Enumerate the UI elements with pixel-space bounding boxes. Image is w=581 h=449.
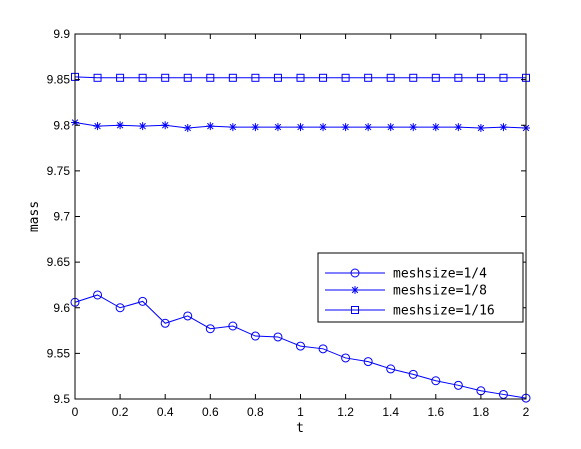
x-tick-label: 1.4	[382, 405, 399, 419]
data-point-star	[431, 123, 440, 132]
data-point-square	[341, 73, 350, 82]
legend-items: meshsize=1/4 meshsize=1/8 meshsize=1/16	[325, 267, 495, 319]
data-point-square	[319, 73, 328, 82]
data-point-circle	[93, 290, 103, 300]
y-tick-label: 9.65	[47, 255, 71, 269]
data-point-square	[296, 73, 305, 82]
data-point-square	[409, 73, 418, 82]
data-point-star	[409, 123, 418, 132]
y-axis-title: mass	[27, 201, 42, 232]
data-point-circle	[183, 311, 193, 321]
data-point-circle	[296, 341, 305, 351]
data-point-star	[499, 123, 508, 132]
data-point-square	[499, 73, 508, 82]
data-point-circle	[498, 389, 508, 399]
data-point-star	[161, 121, 170, 130]
data-point-circle	[408, 369, 418, 379]
x-tick-label: 1.2	[337, 405, 354, 419]
data-point-circle	[386, 364, 396, 374]
y-tick-label: 9.6	[53, 301, 70, 315]
legend-label: meshsize=1/4	[393, 267, 487, 282]
legend-entry: meshsize=1/8	[325, 284, 487, 299]
data-point-star	[183, 123, 192, 132]
x-tick-label: 2	[523, 405, 530, 419]
series-line-square	[74, 76, 526, 79]
legend-marker-square	[351, 306, 359, 314]
y-tick-label: 9.7	[53, 210, 70, 224]
x-tick-label: 1	[297, 405, 304, 419]
data-point-circle	[250, 331, 260, 341]
x-tick-label: 0.4	[157, 405, 174, 419]
data-point-square	[251, 73, 260, 82]
data-point-star	[476, 123, 485, 132]
labels-layer: 0 0.2 0.4 0.6 0.8 1 1.2 1.4 1.6 1.8 2 9.5 9.55 9.6 9.6…	[47, 27, 530, 419]
data-point-circle	[273, 332, 283, 342]
data-point-star	[319, 123, 328, 132]
data-point-circle	[228, 321, 238, 331]
series-square	[71, 72, 530, 82]
data-point-circle	[453, 380, 463, 390]
series-line-circle	[74, 294, 527, 399]
legend-entry: meshsize=1/16	[325, 304, 495, 319]
data-point-circle	[205, 324, 215, 334]
data-point-square	[183, 73, 192, 82]
data-point-star	[93, 122, 102, 131]
x-tick-label: 0.6	[202, 405, 219, 419]
data-point-circle	[115, 303, 125, 313]
legend-marker-circle	[350, 268, 360, 278]
y-tick-label: 9.8	[53, 118, 70, 132]
data-point-circle	[318, 344, 328, 354]
data-point-square	[476, 73, 485, 82]
legend-label: meshsize=1/8	[393, 284, 487, 299]
data-point-square	[431, 73, 440, 82]
data-point-circle	[138, 296, 148, 306]
plot-area	[75, 34, 526, 399]
y-tick-label: 9.5	[53, 392, 70, 406]
x-tick-label: 1.6	[427, 405, 444, 419]
data-point-square	[386, 73, 395, 82]
x-tick-label: 0.8	[247, 405, 264, 419]
y-tick-label: 9.85	[47, 73, 71, 87]
data-point-star	[228, 123, 237, 132]
data-point-star	[138, 122, 147, 131]
data-point-circle	[341, 353, 351, 363]
data-point-square	[454, 73, 463, 82]
data-point-star	[251, 123, 260, 132]
data-point-square	[116, 73, 125, 82]
y-tick-label: 9.55	[47, 346, 71, 360]
x-axis-title: t	[296, 421, 304, 436]
legend: meshsize=1/4 meshsize=1/8 meshsize=1/16	[317, 252, 524, 323]
data-point-star	[206, 122, 215, 131]
data-point-star	[116, 121, 125, 130]
x-tick-label: 1.8	[473, 405, 490, 419]
x-tick-label: 0.2	[112, 405, 129, 419]
data-point-star	[341, 123, 350, 132]
legend-marker-star	[351, 286, 359, 294]
data-point-square	[138, 73, 147, 82]
data-point-square	[161, 73, 170, 82]
data-point-star	[454, 123, 463, 132]
data-point-square	[93, 73, 102, 82]
data-point-star	[364, 123, 373, 132]
data-point-star	[386, 123, 395, 132]
data-point-star	[296, 123, 305, 132]
data-point-square	[206, 73, 215, 82]
y-tick-label: 9.75	[47, 164, 71, 178]
legend-label: meshsize=1/16	[393, 304, 495, 319]
x-tick-label: 0	[72, 405, 79, 419]
series-layer	[70, 72, 531, 403]
data-point-circle	[363, 357, 373, 367]
data-point-circle	[160, 318, 170, 328]
data-point-square	[228, 73, 237, 82]
data-point-star	[273, 123, 282, 132]
legend-entry: meshsize=1/4	[325, 267, 487, 282]
y-tick-label: 9.9	[53, 27, 70, 41]
data-point-circle	[431, 376, 441, 386]
data-point-square	[364, 73, 373, 82]
data-point-square	[273, 73, 282, 82]
